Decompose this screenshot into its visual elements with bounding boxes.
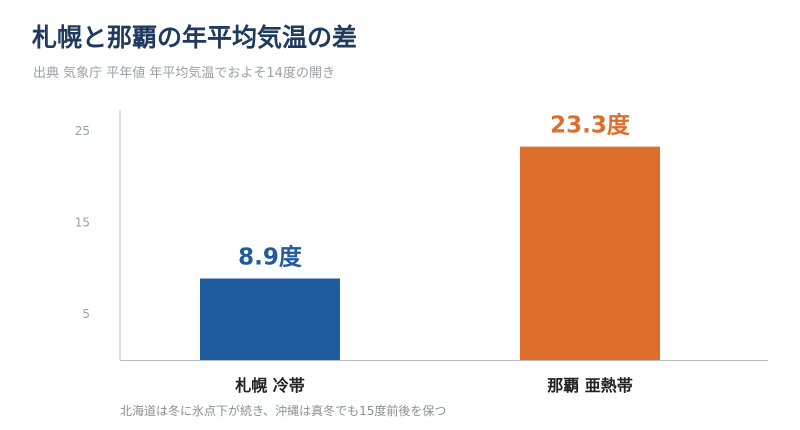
bar [200, 278, 340, 360]
y-tick-label: 5 [82, 307, 90, 321]
data-label: 23.3度 [550, 112, 631, 139]
y-tick-label: 25 [75, 124, 90, 138]
bar [520, 146, 660, 360]
category-label: 札幌 冷帯 [234, 376, 305, 395]
y-tick-label: 15 [75, 216, 90, 230]
chart-title: 札幌と那覇の年平均気温の差 [32, 23, 358, 52]
category-label: 那覇 亜熱帯 [547, 376, 633, 395]
data-label: 8.9度 [238, 243, 303, 270]
chart-footnote: 北海道は冬に氷点下が続き、沖縄は真冬でも15度前後を保つ [120, 404, 447, 418]
chart-subtitle: 出典 気象庁 平年値 年平均気温でおよそ14度の開き [33, 66, 335, 81]
